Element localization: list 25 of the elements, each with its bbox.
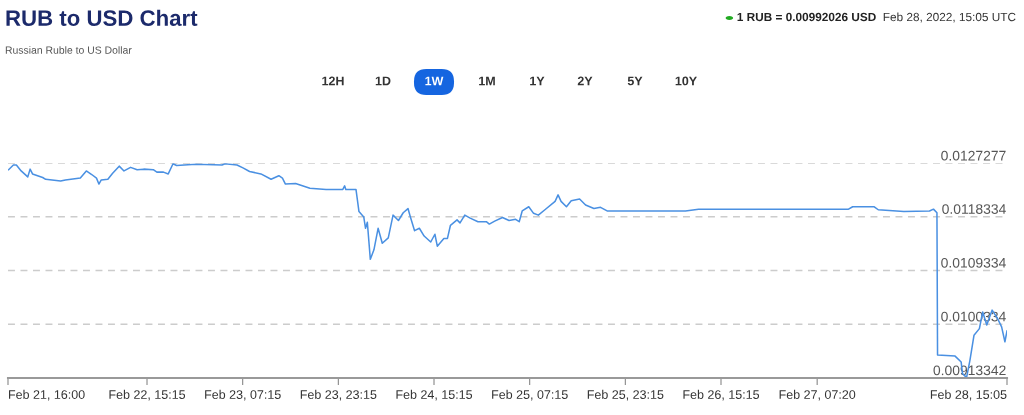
text: 1W [425,76,444,86]
chart-subtitle: Russian Ruble to US Dollar [5,46,132,54]
x-tick-label: Feb 27, 07:20 [779,389,856,401]
x-tick-label: Feb 28, 15:05 [930,389,1007,401]
x-tick-label: Feb 25, 07:15 [492,389,568,401]
x-tick-label: Feb 25, 23:15 [587,389,664,401]
text: 1M [479,76,495,86]
x-tick-label: Feb 21, 16:00 [9,389,85,401]
y-tick-label: 0.0109334 [941,257,1006,268]
text: 1Y [530,76,545,86]
text: 1D [375,76,391,86]
text: 1 RUB = 0.00992026 USD [737,12,876,22]
y-tick-label: 0.0127277 [941,150,1006,161]
x-tick-label: Feb 23, 23:15 [300,389,377,401]
y-tick-label: 0.0118334 [942,204,1006,214]
x-tick-label: Feb 24, 15:15 [396,389,473,401]
text: 5Y [627,76,643,86]
text: 10Y [675,76,697,86]
x-tick-label: Feb 22, 15:15 [109,389,186,401]
x-tick-label: Feb 26, 15:15 [683,389,760,401]
x-tick-label: Feb 23, 07:15 [205,389,281,401]
text: 12H [322,76,344,86]
chart-title: RUB to USD Chart [6,9,198,26]
text: 2Y [577,76,593,86]
text: Feb 28, 2022, 15:05 UTC [883,12,1016,23]
